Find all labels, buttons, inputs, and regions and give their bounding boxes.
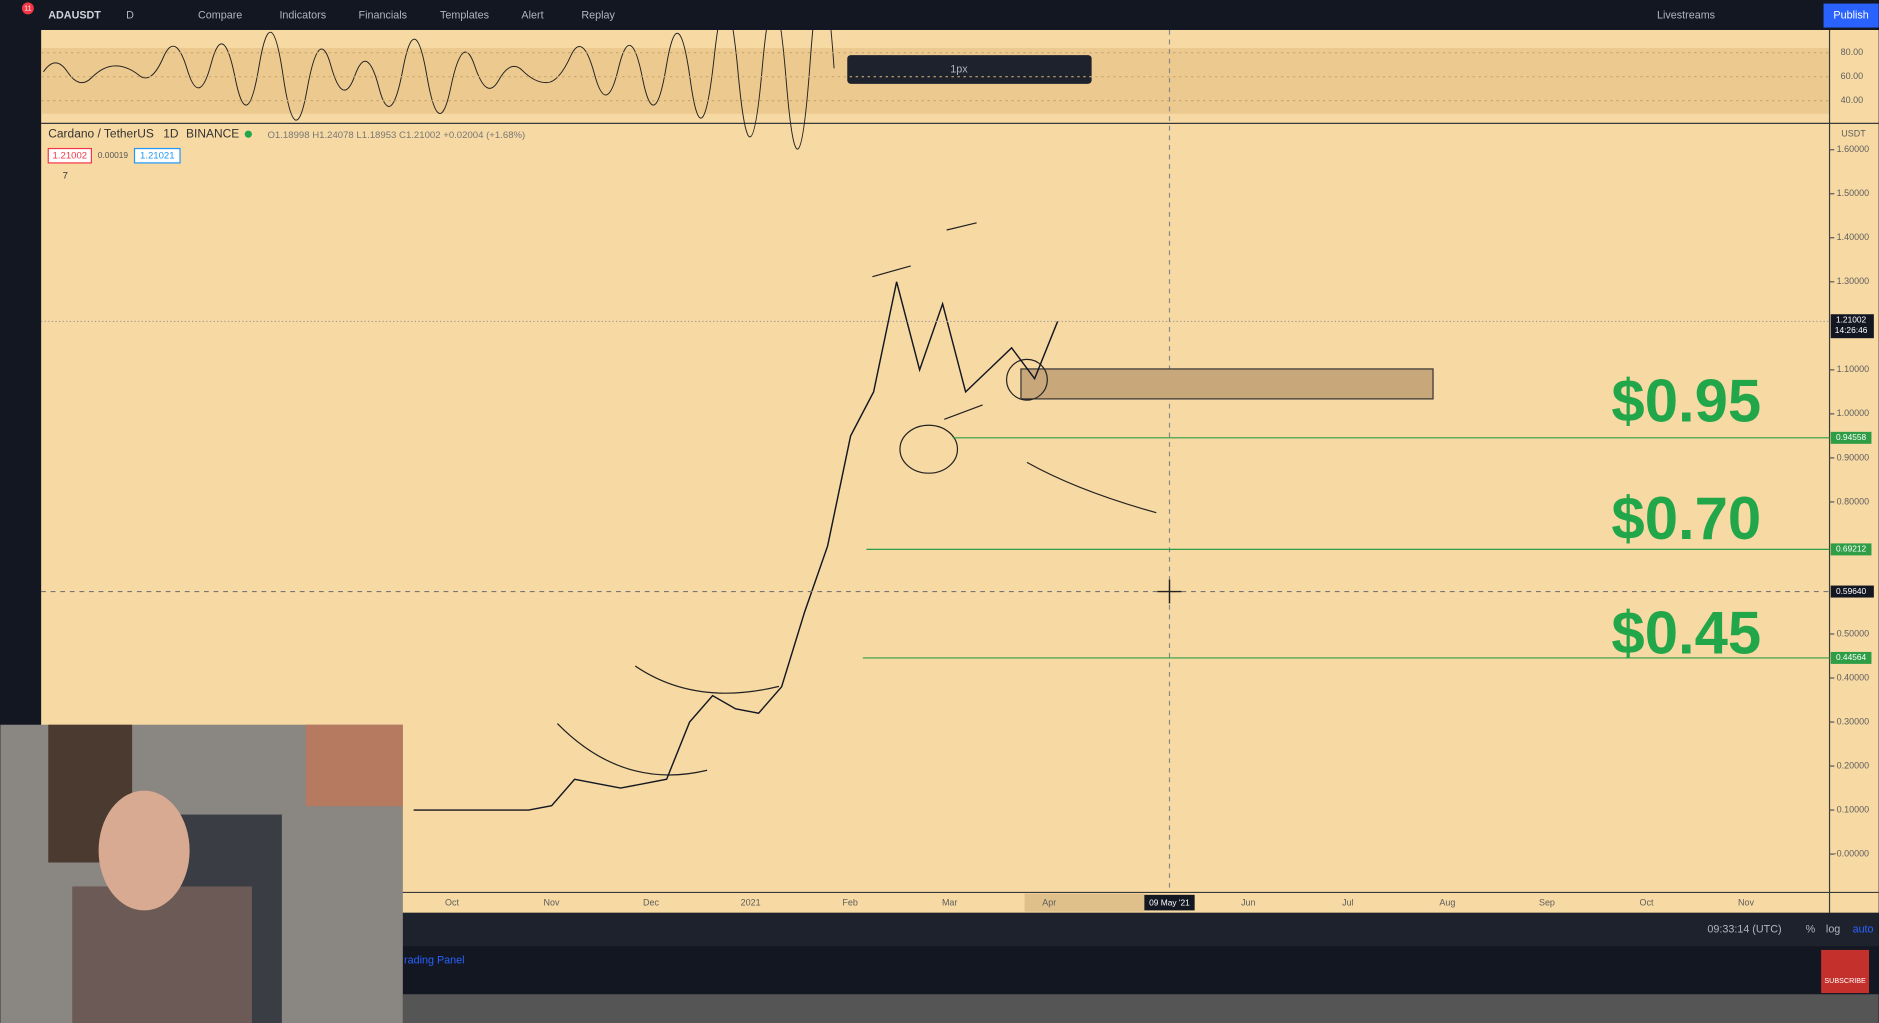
crosshair-price-box: [1830, 585, 1874, 598]
status-dot: [244, 130, 252, 138]
opt-auto[interactable]: auto: [1853, 923, 1874, 935]
y-tick-label: 1.40000: [1837, 232, 1869, 242]
y-tick-label: 1.30000: [1837, 276, 1869, 286]
subscribe-button[interactable]: [1821, 949, 1870, 994]
symbol-title: Cardano / TetherUS: [48, 126, 154, 140]
x-tick-label: Mar: [942, 898, 957, 908]
y-tick-label: 0.20000: [1837, 760, 1869, 770]
toolbar-item[interactable]: Templates: [440, 9, 489, 21]
badge-count: 11: [24, 4, 31, 12]
drawings: [556, 222, 1157, 776]
publish-button[interactable]: [1823, 3, 1879, 28]
legend-exchange: BINANCE: [186, 126, 239, 140]
countdown: 14:26:46: [1835, 325, 1868, 335]
opt-log[interactable]: log: [1826, 923, 1840, 935]
toolbar-item[interactable]: Replay: [581, 9, 615, 21]
x-tick-label: Feb: [842, 898, 857, 908]
toolbar-item[interactable]: Compare: [198, 9, 242, 21]
top-toolbar: [0, 0, 1879, 30]
level-label-box: [1830, 651, 1872, 664]
oscillator-line: [43, 0, 835, 150]
interval[interactable]: D: [126, 9, 134, 21]
indicator-count[interactable]: 7: [63, 171, 68, 182]
badge: [21, 2, 34, 15]
y-tick-label: 0.40000: [1837, 672, 1869, 682]
level-annotation: $0.70: [1611, 485, 1761, 552]
level-label: 0.69212: [1836, 544, 1867, 554]
level-annotation: $0.95: [1611, 367, 1761, 434]
webcam-poster: [305, 724, 403, 807]
toolbar-item[interactable]: Indicators: [279, 9, 326, 21]
level-label-box: [1830, 431, 1872, 444]
y-tick-label: 0.10000: [1837, 804, 1869, 814]
y-tick-label: 1.50000: [1837, 188, 1869, 198]
drawing-toolbar: [847, 55, 1092, 84]
y-tick-label: 0.90000: [1837, 452, 1869, 462]
toolbar-item[interactable]: Financials: [359, 9, 407, 21]
x-tick-label: 2021: [741, 898, 761, 908]
price-line: [413, 281, 1059, 811]
x-tick-label: Nov: [544, 898, 560, 908]
x-tick-label: Jul: [1342, 898, 1353, 908]
y-tick-label: 1.00000: [1837, 408, 1869, 418]
y-tick-label: 1.10000: [1837, 364, 1869, 374]
symbol[interactable]: ADAUSDT: [48, 9, 101, 21]
osc-tick-label: 40.00: [1841, 95, 1863, 105]
buy-price[interactable]: 1.21021: [140, 150, 175, 161]
buy-box[interactable]: [133, 147, 181, 164]
line-width[interactable]: 1px: [950, 63, 968, 75]
crosshair-date-box: [1144, 894, 1195, 911]
y-tick-label: 0.30000: [1837, 716, 1869, 726]
crosshair-price: 0.59640: [1836, 586, 1867, 596]
x-tick-label: Apr: [1042, 898, 1056, 908]
currency: USDT: [1841, 129, 1866, 139]
spread: 0.00019: [98, 150, 129, 160]
y-tick-label: 1.60000: [1837, 144, 1869, 154]
time-highlight: [1024, 893, 1145, 912]
left-toolbar: [0, 29, 42, 725]
publish[interactable]: Publish: [1833, 9, 1868, 21]
crosshair-date: 09 May '21: [1149, 897, 1190, 907]
x-tick-label: Oct: [1640, 898, 1654, 908]
level-label: 0.44564: [1836, 652, 1867, 662]
ohlc: O1.18998 H1.24078 L1.18953 C1.21002 +0.0…: [267, 130, 525, 141]
cursor: [1157, 579, 1182, 604]
sell-price[interactable]: 1.21002: [53, 150, 88, 161]
x-tick-label: Sep: [1539, 898, 1555, 908]
level-annotation: $0.45: [1611, 599, 1761, 666]
osc-tick-label: 60.00: [1841, 71, 1863, 81]
y-tick-label: 0.80000: [1837, 496, 1869, 506]
bottom-strip: [402, 994, 1879, 1023]
sell-box[interactable]: [47, 147, 92, 164]
clock: 09:33:14 (UTC): [1707, 923, 1781, 935]
toolbar-item[interactable]: Alert: [521, 9, 543, 21]
x-tick-label: Jun: [1241, 898, 1255, 908]
webcam-person: [72, 886, 252, 1023]
zone-box: [1020, 368, 1434, 400]
x-tick-label: Aug: [1439, 898, 1455, 908]
osc-tick-label: 80.00: [1841, 47, 1863, 57]
level-label: 0.94558: [1836, 432, 1867, 442]
livestreams[interactable]: Livestreams: [1657, 9, 1715, 21]
subscribe[interactable]: SUBSCRIBE: [1824, 977, 1866, 985]
x-tick-label: Dec: [643, 898, 659, 908]
last-price-box: [1830, 314, 1874, 339]
legend-interval: 1D: [163, 126, 179, 140]
y-tick-label: 0.50000: [1837, 628, 1869, 638]
last-price: 1.21002: [1836, 314, 1867, 324]
level-label-box: [1830, 543, 1872, 556]
x-tick-label: Oct: [445, 898, 459, 908]
x-tick-label: Nov: [1738, 898, 1754, 908]
webcam-face: [98, 790, 190, 911]
trading-panel[interactable]: rading Panel: [404, 955, 464, 967]
opt-percent[interactable]: %: [1806, 923, 1816, 935]
y-tick-label: -0.00000: [1834, 848, 1869, 858]
